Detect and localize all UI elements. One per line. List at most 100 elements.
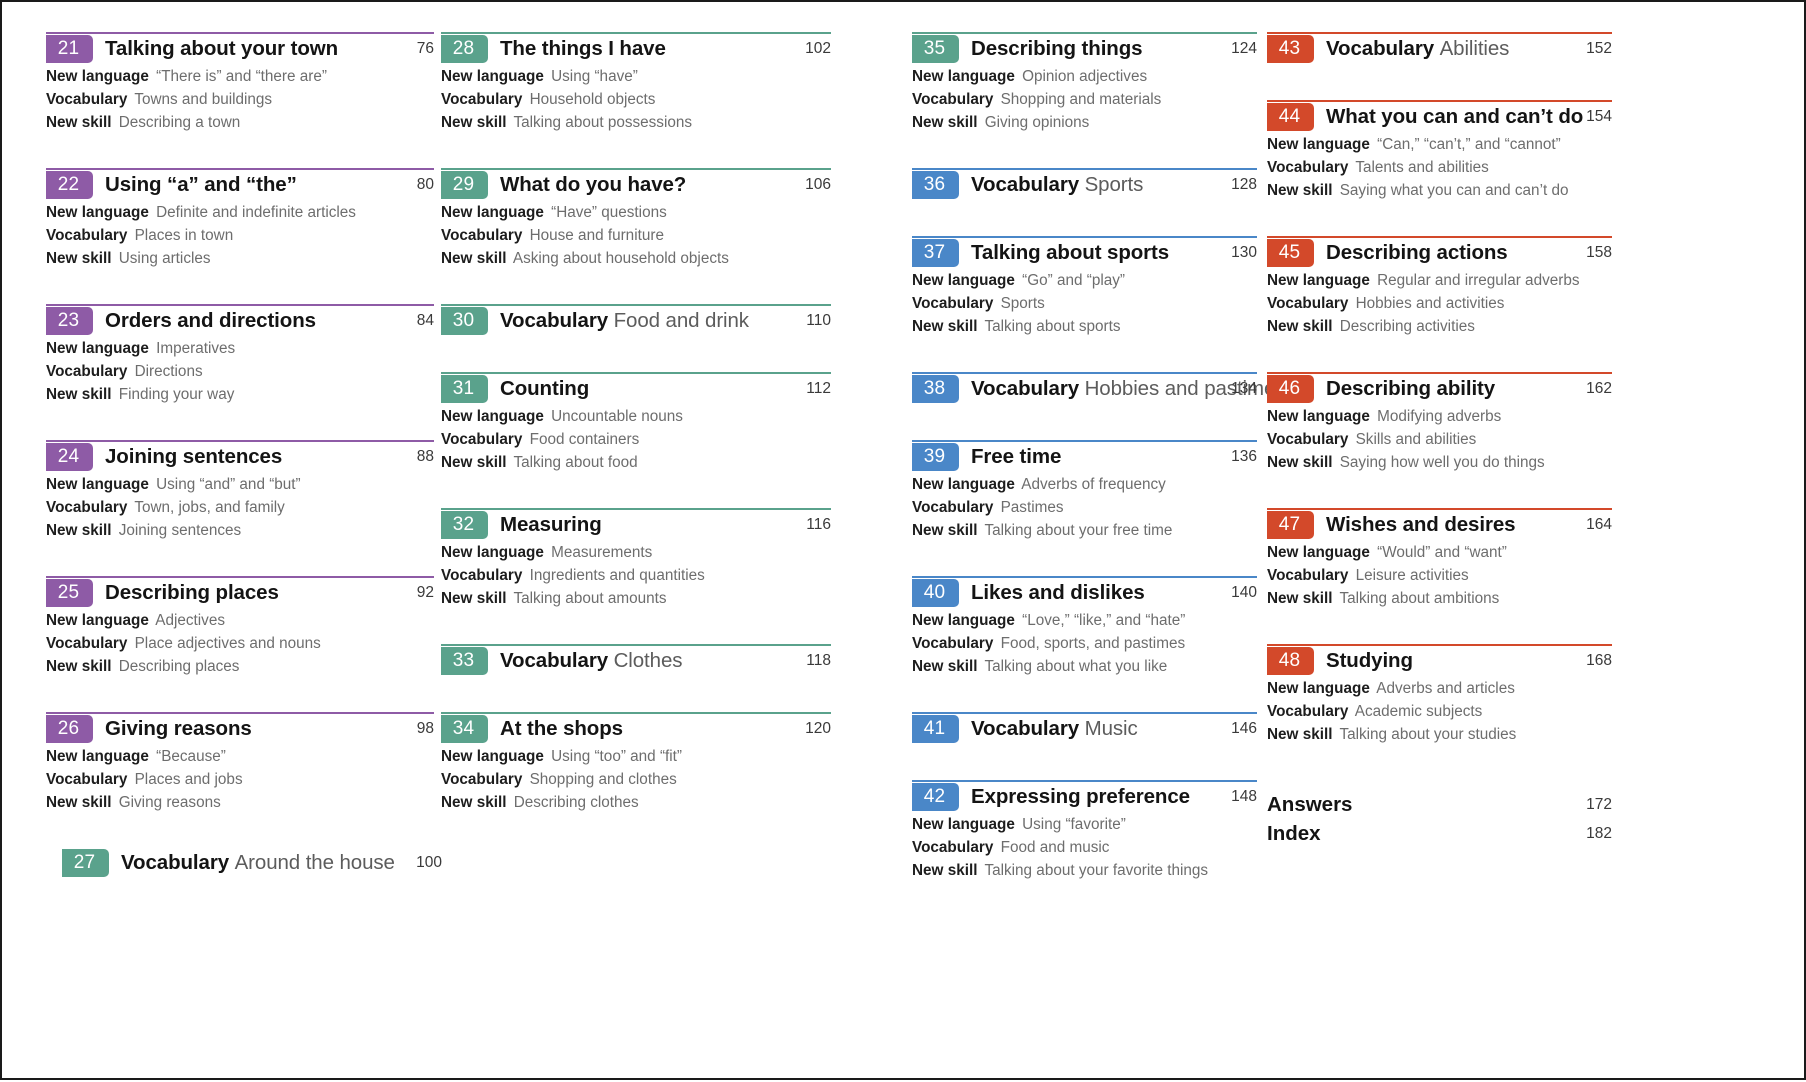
- entry-page-number[interactable]: 152: [1586, 40, 1612, 57]
- unit-number-badge[interactable]: 23: [46, 307, 93, 335]
- entry-title-line[interactable]: 46 Describing ability 162: [1267, 374, 1612, 404]
- entry-title-line[interactable]: 27 Vocabulary Around the house 100: [62, 848, 442, 878]
- entry-page-number[interactable]: 118: [806, 652, 831, 669]
- entry-title-line[interactable]: 28 The things I have 102: [441, 34, 831, 64]
- entry-title-line[interactable]: 22 Using “a” and “the” 80: [46, 170, 434, 200]
- toc-entry[interactable]: 32 Measuring 116 New language Measurements V…: [441, 508, 831, 609]
- entry-page-number[interactable]: 80: [416, 176, 434, 193]
- toc-entry[interactable]: 31 Counting 112 New language Uncountable no…: [441, 372, 831, 473]
- toc-entry[interactable]: 26 Giving reasons 98 New language “Because”…: [46, 712, 434, 813]
- toc-entry[interactable]: 42 Expressing preference 148 New language U…: [912, 780, 1257, 881]
- toc-entry[interactable]: 27 Vocabulary Around the house 100: [62, 848, 442, 878]
- entry-page-number[interactable]: 98: [416, 720, 434, 737]
- unit-number-badge[interactable]: 39: [912, 443, 959, 471]
- entry-title-line[interactable]: 43 Vocabulary Abilities 152: [1267, 34, 1612, 64]
- toc-entry[interactable]: 41 Vocabulary Music 146: [912, 712, 1257, 744]
- unit-number-badge[interactable]: 22: [46, 171, 93, 199]
- entry-page-number[interactable]: 164: [1586, 516, 1612, 533]
- entry-page-number[interactable]: 154: [1586, 108, 1612, 125]
- entry-title-line[interactable]: 33 Vocabulary Clothes 118: [441, 646, 831, 676]
- unit-number-badge[interactable]: 48: [1267, 647, 1314, 675]
- unit-number-badge[interactable]: 30: [441, 307, 488, 335]
- back-matter-page-number[interactable]: 172: [1586, 795, 1612, 813]
- toc-entry[interactable]: 40 Likes and dislikes 140 New language “Lov…: [912, 576, 1257, 677]
- unit-number-badge[interactable]: 24: [46, 443, 93, 471]
- toc-entry[interactable]: 38 Vocabulary Hobbies and pastimes 134: [912, 372, 1286, 404]
- toc-entry[interactable]: 24 Joining sentences 88 New language Using …: [46, 440, 434, 541]
- toc-entry[interactable]: 28 The things I have 102 New language Using…: [441, 32, 831, 133]
- entry-page-number[interactable]: 146: [1231, 720, 1257, 737]
- entry-title-line[interactable]: 48 Studying 168: [1267, 646, 1612, 676]
- toc-entry[interactable]: 47 Wishes and desires 164 New language “Wou…: [1267, 508, 1612, 609]
- entry-page-number[interactable]: 148: [1231, 788, 1257, 805]
- entry-title-line[interactable]: 34 At the shops 120: [441, 714, 831, 744]
- entry-title-line[interactable]: 38 Vocabulary Hobbies and pastimes 134: [912, 374, 1286, 404]
- unit-number-badge[interactable]: 34: [441, 715, 488, 743]
- entry-title-line[interactable]: 41 Vocabulary Music 146: [912, 714, 1257, 744]
- toc-entry[interactable]: 21 Talking about your town 76 New language …: [46, 32, 434, 133]
- toc-entry[interactable]: 39 Free time 136 New language Adverbs of fr…: [912, 440, 1257, 541]
- entry-title-line[interactable]: 29 What do you have? 106: [441, 170, 831, 200]
- unit-number-badge[interactable]: 27: [62, 849, 109, 877]
- entry-page-number[interactable]: 140: [1231, 584, 1257, 601]
- entry-page-number[interactable]: 112: [806, 380, 831, 397]
- entry-title-line[interactable]: 44 What you can and can’t do 154: [1267, 102, 1612, 132]
- unit-number-badge[interactable]: 31: [441, 375, 488, 403]
- unit-number-badge[interactable]: 44: [1267, 103, 1314, 131]
- entry-title-line[interactable]: 36 Vocabulary Sports 128: [912, 170, 1257, 200]
- toc-entry[interactable]: 37 Talking about sports 130 New language “G…: [912, 236, 1257, 337]
- entry-title-line[interactable]: 31 Counting 112: [441, 374, 831, 404]
- entry-page-number[interactable]: 134: [1231, 380, 1257, 397]
- entry-page-number[interactable]: 124: [1231, 40, 1257, 57]
- toc-entry[interactable]: 46 Describing ability 162 New language Modi…: [1267, 372, 1612, 473]
- entry-page-number[interactable]: 100: [416, 854, 442, 871]
- toc-entry[interactable]: 30 Vocabulary Food and drink 110: [441, 304, 831, 336]
- unit-number-badge[interactable]: 29: [441, 171, 488, 199]
- entry-title-line[interactable]: 30 Vocabulary Food and drink 110: [441, 306, 831, 336]
- entry-title-line[interactable]: 40 Likes and dislikes 140: [912, 578, 1257, 608]
- unit-number-badge[interactable]: 21: [46, 35, 93, 63]
- toc-entry[interactable]: 43 Vocabulary Abilities 152: [1267, 32, 1612, 64]
- entry-title-line[interactable]: 23 Orders and directions 84: [46, 306, 434, 336]
- entry-title-line[interactable]: 45 Describing actions 158: [1267, 238, 1612, 268]
- entry-page-number[interactable]: 136: [1231, 448, 1257, 465]
- entry-page-number[interactable]: 128: [1231, 176, 1257, 193]
- back-matter-row[interactable]: Index 182: [1267, 819, 1612, 848]
- entry-page-number[interactable]: 158: [1586, 244, 1612, 261]
- entry-title-line[interactable]: 32 Measuring 116: [441, 510, 831, 540]
- entry-page-number[interactable]: 116: [806, 516, 831, 533]
- unit-number-badge[interactable]: 46: [1267, 375, 1314, 403]
- toc-entry[interactable]: 25 Describing places 92 New language Adject…: [46, 576, 434, 677]
- unit-number-badge[interactable]: 40: [912, 579, 959, 607]
- entry-page-number[interactable]: 88: [416, 448, 434, 465]
- entry-title-line[interactable]: 42 Expressing preference 148: [912, 782, 1257, 812]
- unit-number-badge[interactable]: 37: [912, 239, 959, 267]
- toc-entry[interactable]: 33 Vocabulary Clothes 118: [441, 644, 831, 676]
- unit-number-badge[interactable]: 45: [1267, 239, 1314, 267]
- unit-number-badge[interactable]: 38: [912, 375, 959, 403]
- toc-entry[interactable]: 29 What do you have? 106 New language “Have…: [441, 168, 831, 269]
- toc-entry[interactable]: 45 Describing actions 158 New language Regu…: [1267, 236, 1612, 337]
- unit-number-badge[interactable]: 47: [1267, 511, 1314, 539]
- entry-title-line[interactable]: 37 Talking about sports 130: [912, 238, 1257, 268]
- unit-number-badge[interactable]: 36: [912, 171, 959, 199]
- entry-page-number[interactable]: 120: [805, 720, 831, 737]
- entry-title-line[interactable]: 21 Talking about your town 76: [46, 34, 434, 64]
- entry-page-number[interactable]: 102: [805, 40, 831, 57]
- entry-title-line[interactable]: 35 Describing things 124: [912, 34, 1257, 64]
- entry-page-number[interactable]: 76: [416, 40, 434, 57]
- toc-entry[interactable]: 34 At the shops 120 New language Using “too…: [441, 712, 831, 813]
- unit-number-badge[interactable]: 35: [912, 35, 959, 63]
- unit-number-badge[interactable]: 42: [912, 783, 959, 811]
- entry-title-line[interactable]: 25 Describing places 92: [46, 578, 434, 608]
- back-matter-row[interactable]: Answers 172: [1267, 790, 1612, 819]
- toc-entry[interactable]: 22 Using “a” and “the” 80 New language Defi…: [46, 168, 434, 269]
- entry-title-line[interactable]: 39 Free time 136: [912, 442, 1257, 472]
- entry-page-number[interactable]: 168: [1586, 652, 1612, 669]
- entry-page-number[interactable]: 106: [805, 176, 831, 193]
- toc-entry[interactable]: 35 Describing things 124 New language Opini…: [912, 32, 1257, 133]
- unit-number-badge[interactable]: 25: [46, 579, 93, 607]
- entry-page-number[interactable]: 110: [806, 312, 831, 329]
- entry-page-number[interactable]: 130: [1231, 244, 1257, 261]
- unit-number-badge[interactable]: 33: [441, 647, 488, 675]
